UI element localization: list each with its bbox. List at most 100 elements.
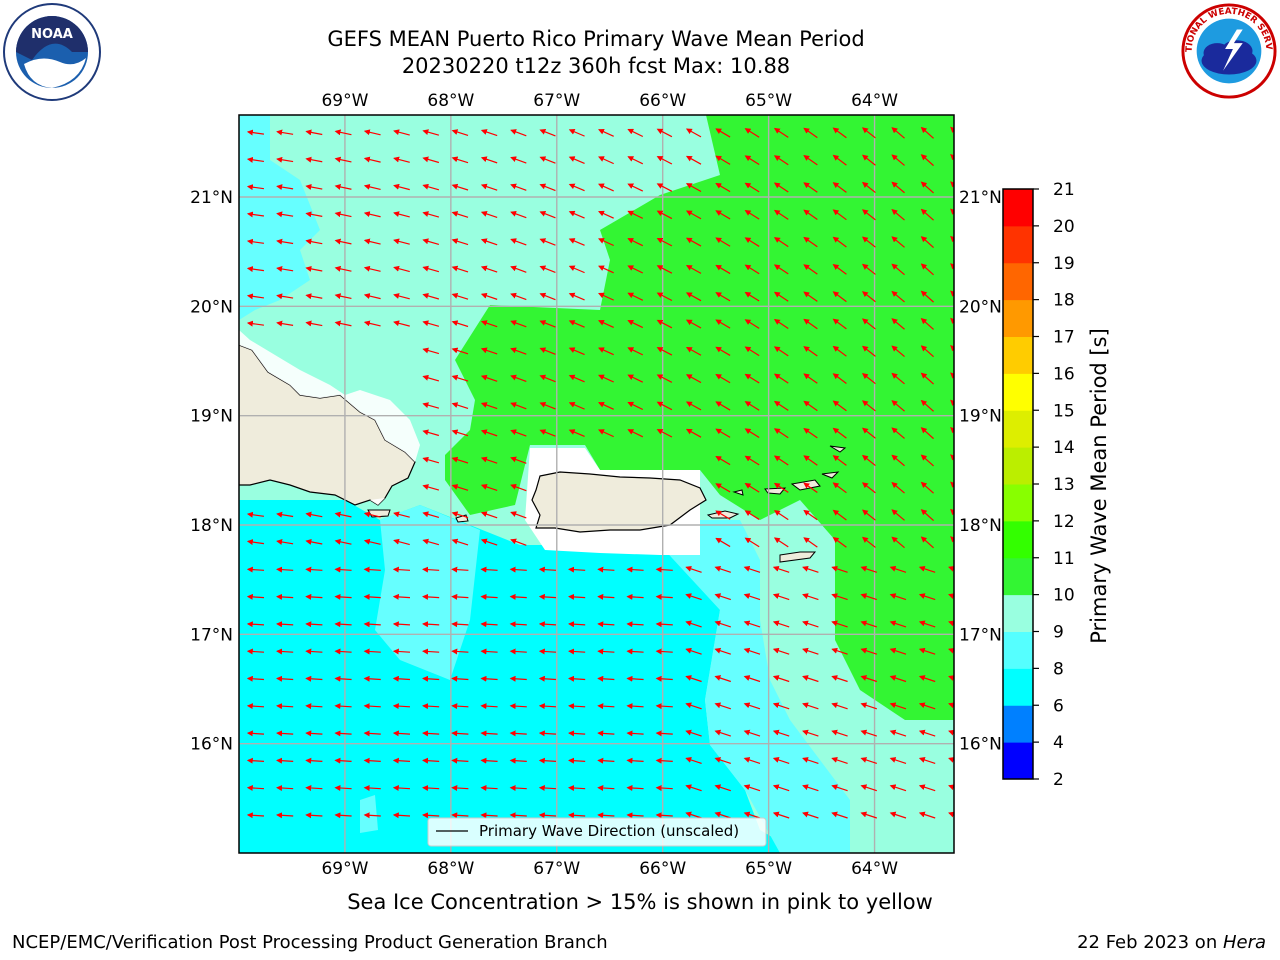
wave-direction-arrow xyxy=(772,811,790,819)
wave-direction-arrow xyxy=(305,538,323,545)
wave-direction-arrow xyxy=(627,128,644,138)
wave-direction-arrow xyxy=(803,182,818,193)
wave-direction-arrow xyxy=(860,647,877,655)
colorbar-tick-label: 19 xyxy=(1053,254,1075,274)
wave-direction-arrow xyxy=(568,210,585,219)
wave-direction-arrow xyxy=(918,729,936,737)
wave-direction-arrow xyxy=(480,265,498,273)
wave-direction-arrow xyxy=(685,565,702,573)
wave-direction-arrow xyxy=(393,211,410,218)
wave-direction-arrow xyxy=(246,184,265,191)
wave-direction-arrow xyxy=(773,127,789,138)
wave-direction-arrow xyxy=(334,538,352,545)
wave-direction-arrow xyxy=(861,318,876,330)
wave-direction-arrow xyxy=(568,785,586,791)
footer-machine: Hera xyxy=(1222,932,1266,953)
wave-direction-arrow xyxy=(598,347,614,356)
wave-direction-arrow xyxy=(627,347,644,356)
wave-direction-arrow xyxy=(334,211,352,218)
wave-direction-arrow xyxy=(568,347,585,356)
wave-direction-arrow xyxy=(715,346,731,356)
wave-direction-arrow xyxy=(948,757,954,763)
nws-logo: NATIONAL WEATHER SERVICE xyxy=(1180,2,1277,99)
wave-direction-arrow xyxy=(627,401,644,411)
wave-direction-arrow xyxy=(920,481,934,494)
wave-direction-arrow xyxy=(831,620,848,628)
wave-direction-arrow xyxy=(685,237,702,247)
left-lat-tick-label: 19°N xyxy=(190,407,233,427)
wave-direction-arrow xyxy=(363,538,381,545)
wave-direction-arrow xyxy=(918,675,936,683)
wave-direction-arrow xyxy=(480,183,498,191)
right-lat-tick-label: 20°N xyxy=(959,297,1002,317)
wave-direction-arrow xyxy=(510,538,527,546)
wave-direction-arrow xyxy=(655,621,673,628)
wave-direction-arrow xyxy=(802,565,819,573)
wave-direction-arrow xyxy=(948,565,954,572)
wave-direction-arrow xyxy=(744,237,760,247)
wave-direction-arrow xyxy=(655,785,673,791)
wave-direction-arrow xyxy=(889,702,907,710)
wave-direction-arrow xyxy=(451,538,469,546)
wave-direction-arrow xyxy=(685,265,702,274)
wave-direction-arrow xyxy=(860,702,877,710)
colorbar-tick-label: 21 xyxy=(1053,180,1075,200)
wave-direction-arrow xyxy=(715,237,731,247)
wave-direction-arrow xyxy=(246,211,265,218)
wave-direction-arrow xyxy=(451,484,469,491)
wave-direction-arrow xyxy=(773,537,789,548)
wave-direction-arrow xyxy=(715,510,731,520)
map-legend: Primary Wave Direction (unscaled) xyxy=(427,817,767,847)
wave-direction-arrow xyxy=(480,374,498,382)
wave-direction-arrow xyxy=(276,156,294,163)
wave-direction-arrow xyxy=(451,129,469,136)
wave-direction-arrow xyxy=(918,811,936,819)
colorbar-tick-label: 13 xyxy=(1053,475,1075,495)
wave-direction-arrow xyxy=(480,812,498,819)
wave-direction-arrow xyxy=(363,593,381,600)
colorbar-tick-label: 9 xyxy=(1053,623,1064,643)
wave-direction-arrow xyxy=(948,675,954,681)
wave-direction-arrow xyxy=(950,153,954,161)
wave-direction-arrow xyxy=(920,536,934,549)
culebra-island xyxy=(732,489,744,496)
wave-direction-arrow xyxy=(685,401,702,411)
wave-direction-arrow xyxy=(715,210,731,220)
wave-direction-arrow xyxy=(539,129,556,137)
wave-direction-arrow xyxy=(538,730,557,737)
wave-direction-arrow xyxy=(861,154,876,166)
wave-direction-arrow xyxy=(950,399,954,406)
wave-direction-arrow xyxy=(744,346,760,357)
lat-lon-grid xyxy=(239,115,954,853)
wave-direction-arrow xyxy=(744,210,760,220)
wave-direction-arrow xyxy=(950,345,954,352)
wave-direction-arrow xyxy=(656,347,673,356)
wave-direction-arrow xyxy=(714,729,731,737)
wave-direction-arrow xyxy=(831,784,848,792)
wave-direction-arrow xyxy=(509,593,527,600)
wave-direction-arrow xyxy=(392,648,411,655)
wave-direction-arrow xyxy=(363,238,381,245)
wave-direction-arrow xyxy=(509,757,527,764)
colorbar-segment xyxy=(1003,705,1033,743)
wave-direction-arrow xyxy=(422,703,440,710)
wave-direction-arrow xyxy=(363,648,381,655)
wave-direction-arrow xyxy=(860,675,877,683)
wave-direction-arrow xyxy=(451,402,469,409)
wave-direction-arrow xyxy=(744,155,760,166)
wave-direction-arrow xyxy=(480,511,498,519)
anegada-island xyxy=(829,445,847,453)
wave-direction-arrow xyxy=(422,511,440,518)
colorbar-tick-label: 8 xyxy=(1053,659,1064,679)
wave-direction-arrow xyxy=(920,345,934,358)
wave-direction-arrow xyxy=(918,757,936,764)
wave-direction-arrow xyxy=(480,292,498,300)
wave-direction-arrow xyxy=(276,266,294,272)
wave-direction-arrow xyxy=(568,566,586,573)
left-lat-tick-label: 16°N xyxy=(190,735,233,755)
wave-direction-arrow xyxy=(715,428,731,438)
saona-island xyxy=(367,509,391,518)
wave-direction-arrow xyxy=(626,785,644,791)
wave-direction-arrow xyxy=(597,757,615,764)
